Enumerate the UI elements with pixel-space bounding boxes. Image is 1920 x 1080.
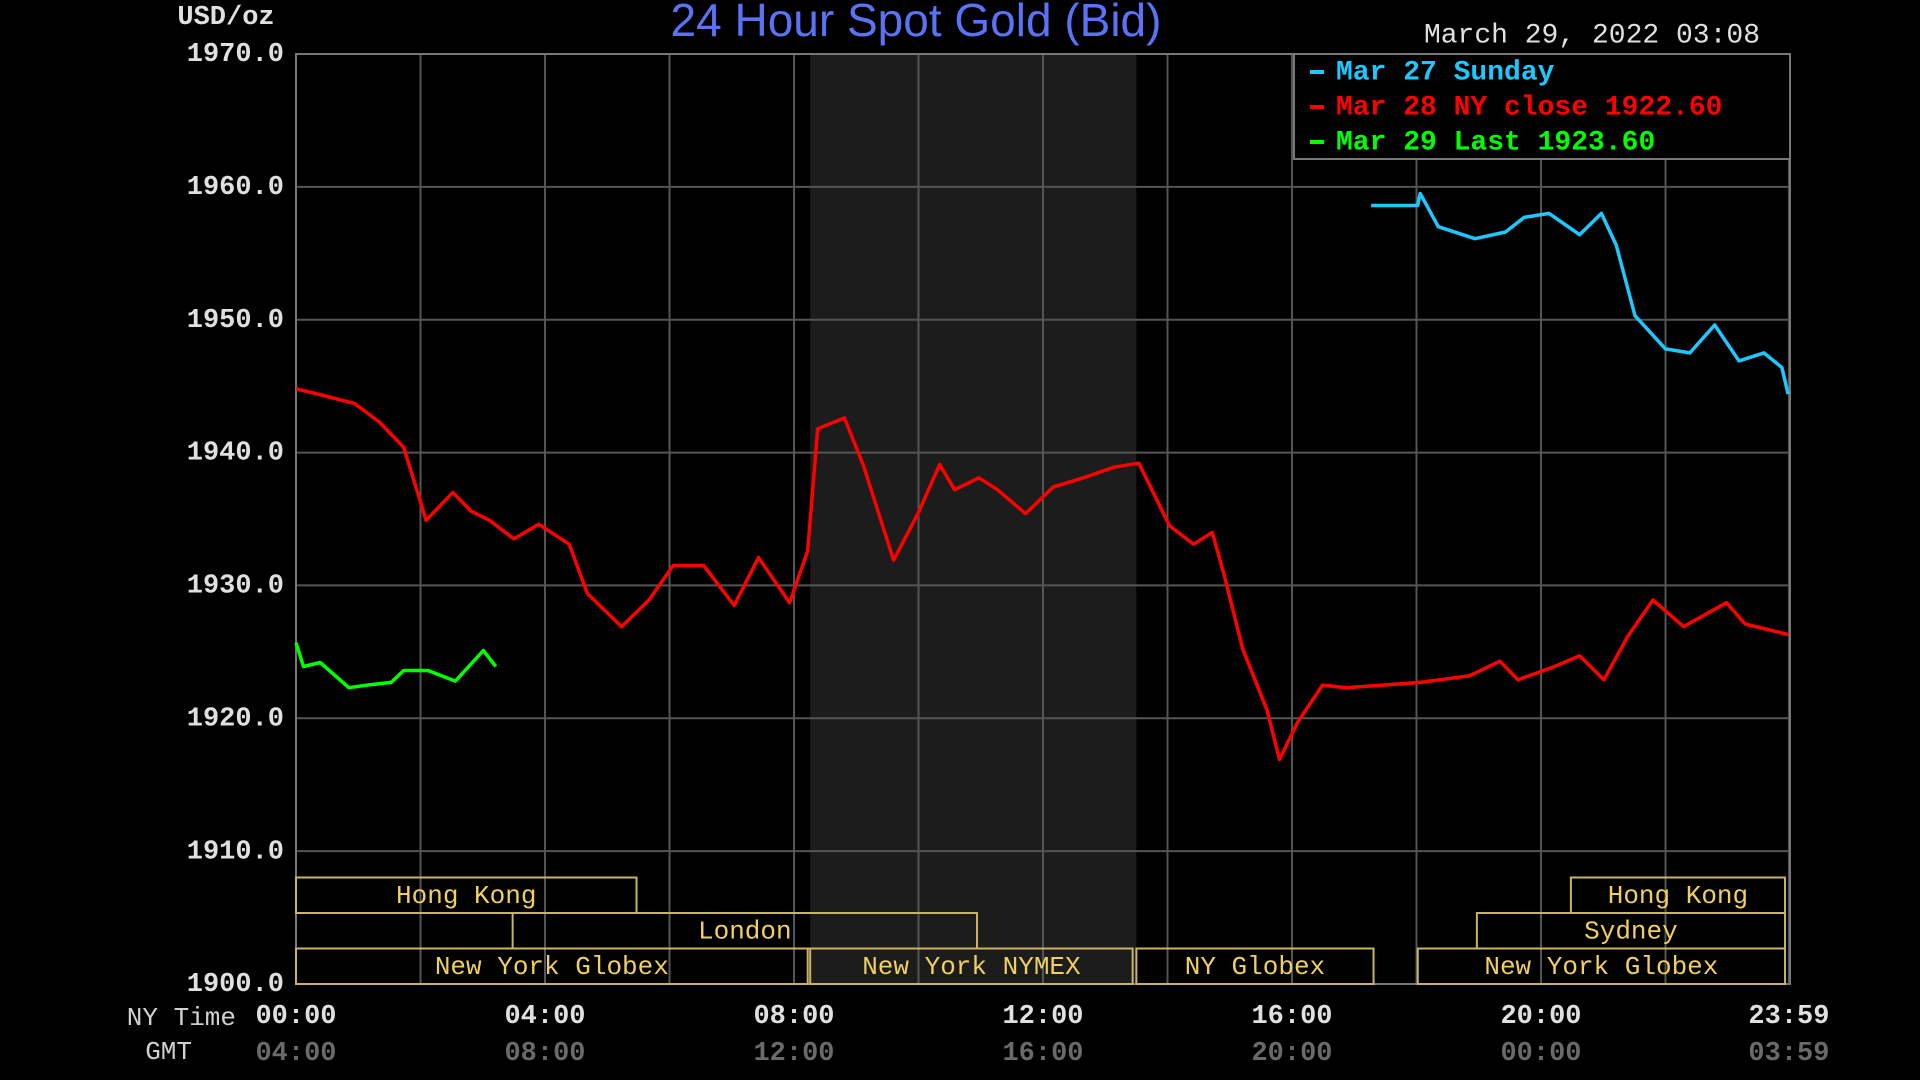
x-tick-label: 20:00	[1500, 1002, 1581, 1032]
session-bar	[1135, 947, 1375, 985]
y-tick-label: 1910.0	[187, 837, 284, 867]
legend-label: Mar 28 NY close 1922.60	[1336, 92, 1722, 123]
session-label: London	[698, 917, 792, 947]
y-tick-label: 1940.0	[187, 439, 284, 469]
x-tick-label: 16:00	[1251, 1002, 1332, 1032]
session-label: Hong Kong	[1608, 881, 1748, 911]
x2-tick-label: 20:00	[1251, 1039, 1332, 1069]
x-axis-label: NY Time	[127, 1003, 236, 1033]
legend-box	[1293, 53, 1791, 160]
y-tick-label: 1970.0	[187, 40, 284, 70]
x2-tick-label: 16:00	[1002, 1039, 1083, 1069]
price-line	[1371, 191, 1790, 395]
session-bar	[295, 876, 638, 914]
legend-label: Mar 29 Last 1923.60	[1336, 127, 1655, 158]
shaded-region	[810, 54, 1137, 984]
y-tick-label: 1900.0	[187, 970, 284, 1000]
x-tick-label: 00:00	[255, 1002, 336, 1032]
x2-axis-label: GMT	[145, 1037, 192, 1067]
x2-tick-label: 04:00	[255, 1039, 336, 1069]
y-tick-label: 1960.0	[187, 173, 284, 203]
session-label: Sydney	[1584, 917, 1678, 947]
x2-tick-label: 00:00	[1500, 1039, 1581, 1069]
y-tick-label: 1930.0	[187, 572, 284, 602]
session-label: Hong Kong	[396, 881, 536, 911]
y-tick-label: 1950.0	[187, 306, 284, 336]
x2-tick-label: 08:00	[504, 1039, 585, 1069]
session-label: New York Globex	[435, 952, 669, 982]
price-line	[294, 642, 498, 690]
chart-title: 24 Hour Spot Gold (Bid)	[671, 0, 1162, 46]
session-label: New York Globex	[1484, 952, 1718, 982]
price-line	[295, 387, 1789, 762]
x-tick-label: 23:59	[1748, 1002, 1829, 1032]
x2-tick-label: 12:00	[753, 1039, 834, 1069]
session-bar	[809, 947, 1134, 985]
legend-label: Mar 27 Sunday	[1336, 57, 1555, 88]
session-label: NY Globex	[1185, 952, 1325, 982]
session-label: New York NYMEX	[862, 952, 1081, 982]
x-tick-label: 12:00	[1002, 1002, 1083, 1032]
timestamp: March 29, 2022 03:08	[1424, 20, 1760, 51]
session-bar	[295, 947, 809, 985]
x-tick-label: 04:00	[504, 1002, 585, 1032]
x2-tick-label: 03:59	[1748, 1039, 1829, 1069]
x-tick-label: 08:00	[753, 1002, 834, 1032]
y-tick-label: 1920.0	[187, 704, 284, 734]
unit-label: USD/oz	[177, 3, 274, 33]
session-bar	[1416, 947, 1787, 985]
